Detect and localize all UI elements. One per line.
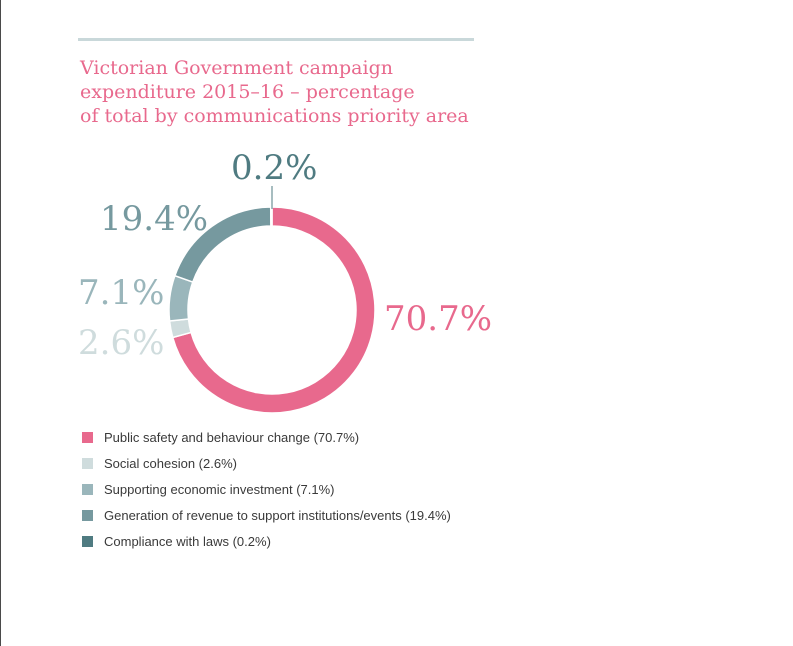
data-label-public-safety: 70.7% <box>384 299 492 339</box>
legend-label-social-cohesion: Social cohesion (2.6%) <box>104 456 237 471</box>
legend-label-compliance: Compliance with laws (0.2%) <box>104 534 271 549</box>
legend-label-public-safety: Public safety and behaviour change (70.7… <box>104 430 360 445</box>
chart-title-line-2: expenditure 2015–16 – percentage <box>80 81 415 103</box>
legend-swatch-economic-investment <box>82 484 93 495</box>
legend-swatch-social-cohesion <box>82 458 93 469</box>
chart-title: Victorian Government campaign expenditur… <box>80 56 500 128</box>
data-label-economic-investment: 7.1% <box>78 273 164 313</box>
donut-slice-compliance <box>269 206 273 227</box>
legend-swatch-compliance <box>82 536 93 547</box>
page-edge-line <box>0 0 1 646</box>
legend-swatch-public-safety <box>82 432 93 443</box>
chart-title-line-3: of total by communications priority area <box>80 105 469 127</box>
legend-label-economic-investment: Supporting economic investment (7.1%) <box>104 482 335 497</box>
data-label-revenue-generation: 19.4% <box>100 199 208 239</box>
legend-swatch-revenue-generation <box>82 510 93 521</box>
donut-slice-economic-investment <box>168 274 194 322</box>
data-label-compliance: 0.2% <box>231 148 317 188</box>
legend-label-revenue-generation: Generation of revenue to support institu… <box>104 508 451 523</box>
donut-slice-public-safety <box>171 206 376 414</box>
chart-title-line-1: Victorian Government campaign <box>80 57 393 79</box>
title-rule <box>78 38 474 41</box>
data-label-social-cohesion: 2.6% <box>78 323 164 363</box>
